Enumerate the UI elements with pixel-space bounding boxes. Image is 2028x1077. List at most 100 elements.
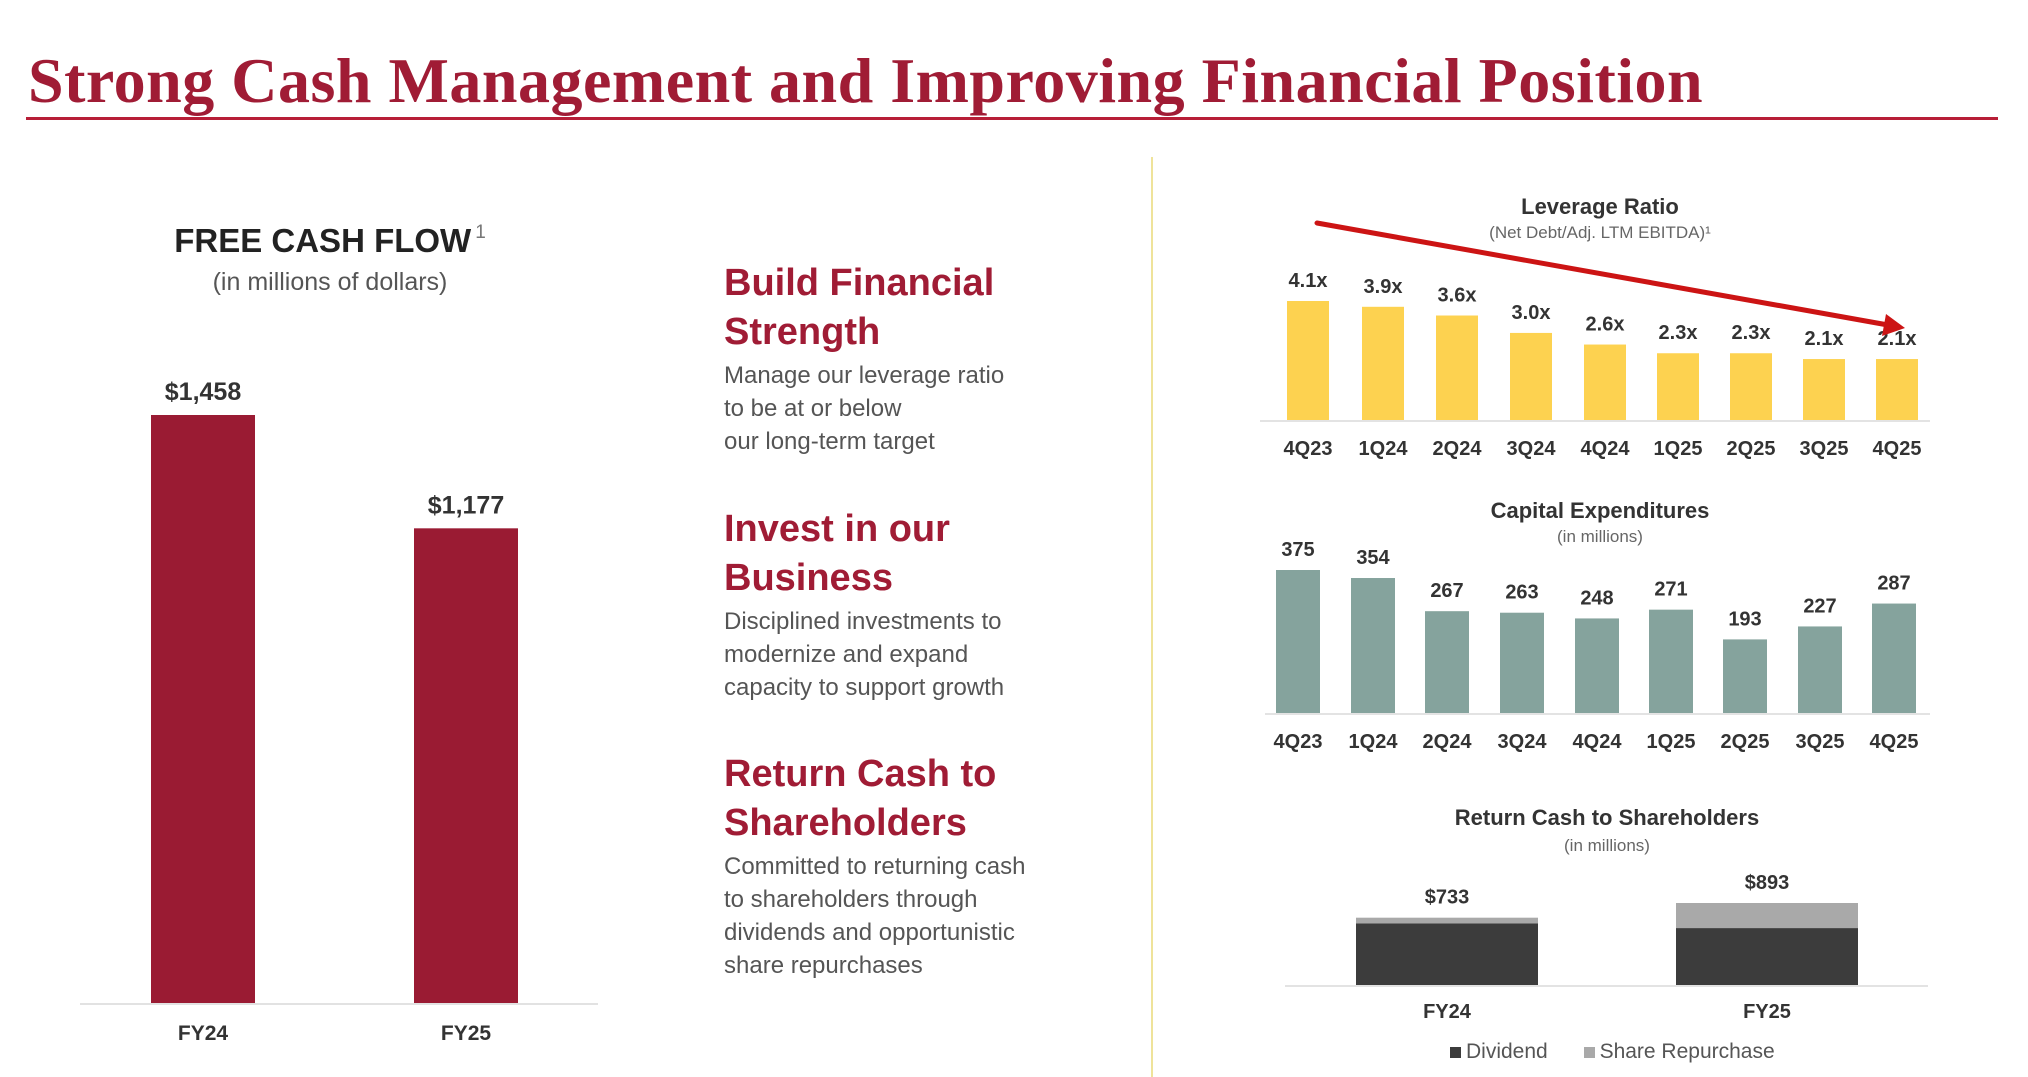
leverage-bar — [1803, 359, 1845, 420]
leverage-bar — [1287, 301, 1329, 420]
pillar-body-line: to be at or below — [724, 395, 902, 422]
pillar-body-line: Committed to returning cash — [724, 853, 1026, 880]
capex-value-label: 271 — [1654, 579, 1687, 601]
returns-dividend-segment — [1356, 923, 1538, 985]
returns-subtitle: (in millions) — [1564, 836, 1650, 855]
title-underline — [26, 117, 1998, 120]
returns-title: Return Cash to Shareholders — [1455, 805, 1759, 830]
pillar-body-line: dividends and opportunistic — [724, 919, 1015, 946]
returns-repurchase-segment — [1676, 903, 1858, 929]
capex-category-label: 3Q24 — [1498, 731, 1548, 753]
leverage-value-label: 3.9x — [1364, 276, 1403, 298]
capex-category-label: 4Q24 — [1573, 731, 1623, 753]
capex-category-label: 1Q25 — [1647, 731, 1696, 753]
leverage-category-label: 4Q25 — [1873, 438, 1922, 460]
leverage-bar — [1436, 315, 1478, 420]
capex-category-label: 1Q24 — [1349, 731, 1399, 753]
leverage-category-label: 2Q24 — [1433, 438, 1483, 460]
leverage-value-label: 3.0x — [1512, 302, 1551, 324]
legend-dividend-swatch — [1450, 1047, 1461, 1058]
leverage-bar — [1584, 344, 1626, 420]
returns-legend: Dividend Share Repurchase — [1450, 1040, 1805, 1064]
capex-value-label: 248 — [1580, 587, 1613, 609]
capex-bar — [1276, 570, 1320, 713]
legend-repurchase-label: Share Repurchase — [1599, 1040, 1775, 1063]
capex-value-label: 287 — [1877, 573, 1910, 595]
pillar-body-line: capacity to support growth — [724, 674, 1005, 701]
capex-bar — [1425, 611, 1469, 713]
fcf-bar — [414, 528, 518, 1003]
leverage-category-label: 3Q25 — [1800, 438, 1849, 460]
capex-bar — [1351, 578, 1395, 713]
leverage-category-label: 3Q24 — [1507, 438, 1557, 460]
capex-subtitle: (in millions) — [1557, 527, 1643, 546]
leverage-value-label: 4.1x — [1289, 270, 1328, 292]
pillar-heading: Build Financial Strength — [724, 262, 995, 353]
legend-dividend-label: Dividend — [1466, 1040, 1548, 1063]
leverage-bar — [1510, 332, 1552, 420]
page-title: Strong Cash Management and Improving Fin… — [28, 45, 1704, 116]
leverage-bar — [1362, 306, 1404, 420]
capex-value-label: 375 — [1281, 539, 1314, 561]
pillar-body: Committed to returning cash to sharehold… — [724, 850, 1124, 982]
fcf-bar — [151, 415, 255, 1003]
capex-value-label: 267 — [1430, 580, 1463, 602]
pillar-return-cash: Return Cash to Shareholders Committed to… — [724, 750, 1124, 982]
leverage-value-label: 3.6x — [1438, 285, 1477, 307]
capex-value-label: 193 — [1728, 608, 1761, 630]
trend-arrow-head — [1882, 314, 1905, 336]
fcf-category-label: FY25 — [441, 1022, 492, 1045]
returns-dividend-segment — [1676, 928, 1858, 985]
fcf-chart-title: FREE CASH FLOW 1 — [70, 222, 590, 260]
leverage-value-label: 2.3x — [1732, 322, 1771, 344]
pillar-body-line: Manage our leverage ratio — [724, 362, 1005, 389]
capex-title: Capital Expenditures — [1491, 498, 1710, 523]
capex-bar — [1798, 626, 1842, 713]
returns-total-label: $733 — [1425, 887, 1470, 909]
legend-repurchase-swatch — [1583, 1047, 1595, 1058]
returns-repurchase-segment — [1356, 917, 1538, 924]
capex-bar — [1649, 609, 1693, 713]
leverage-subtitle: (Net Debt/Adj. LTM EBITDA)¹ — [1489, 223, 1711, 242]
leverage-category-label: 1Q24 — [1359, 438, 1409, 460]
trend-arrow-line — [1314, 220, 1891, 328]
leverage-bar — [1730, 353, 1772, 420]
leverage-category-label: 1Q25 — [1654, 438, 1703, 460]
pillar-body-line: Disciplined investments to — [724, 608, 1002, 635]
capex-bar — [1723, 639, 1767, 713]
legend-repurchase: Share Repurchase — [1583, 1040, 1775, 1063]
leverage-value-label: 2.6x — [1586, 314, 1625, 336]
fcf-category-label: FY24 — [178, 1022, 229, 1045]
capex-bar — [1575, 618, 1619, 713]
returns-total-label: $893 — [1745, 872, 1790, 894]
capex-value-label: 263 — [1505, 582, 1538, 604]
leverage-category-label: 4Q23 — [1284, 438, 1333, 460]
capex-bar — [1500, 612, 1544, 713]
fcf-chart-footnote: 1 — [475, 222, 486, 243]
right-charts: Leverage Ratio (Net Debt/Adj. LTM EBITDA)… — [1260, 194, 1930, 1023]
fcf-chart-title-text: FREE CASH FLOW — [174, 222, 472, 259]
capex-category-label: 2Q25 — [1721, 731, 1770, 753]
leverage-bar — [1876, 359, 1918, 420]
pillar-heading: Invest in our Business — [724, 508, 950, 599]
pillar-body: Manage our leverage ratio to be at or be… — [724, 359, 1124, 458]
pillar-body-line: share repurchases — [724, 952, 923, 979]
fcf-value-label: $1,458 — [165, 378, 242, 406]
capex-bar — [1872, 603, 1916, 713]
leverage-value-label: 2.1x — [1805, 328, 1844, 350]
pillar-body-line: to shareholders through — [724, 886, 978, 913]
returns-category-label: FY24 — [1423, 1001, 1472, 1023]
column-divider — [1151, 157, 1153, 1077]
capex-category-label: 4Q25 — [1870, 731, 1919, 753]
leverage-value-label: 2.3x — [1659, 322, 1698, 344]
fcf-value-label: $1,177 — [428, 491, 504, 519]
pillar-build-financial-strength: Build Financial Strength Manage our leve… — [724, 259, 1124, 458]
pillar-invest-in-business: Invest in our Business Disciplined inves… — [724, 505, 1124, 704]
capex-category-label: 2Q24 — [1423, 731, 1473, 753]
leverage-category-label: 4Q24 — [1581, 438, 1631, 460]
pillar-body-line: our long-term target — [724, 428, 935, 455]
capex-value-label: 227 — [1803, 595, 1836, 617]
leverage-category-label: 2Q25 — [1727, 438, 1776, 460]
fcf-chart-subtitle: (in millions of dollars) — [212, 268, 448, 296]
pillar-body: Disciplined investments to modernize and… — [724, 605, 1124, 704]
